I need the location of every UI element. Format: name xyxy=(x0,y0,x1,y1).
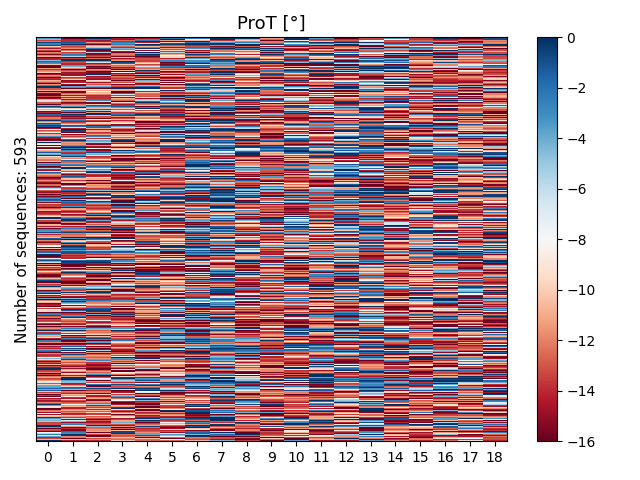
Title: ProT [°]: ProT [°] xyxy=(237,15,306,33)
Y-axis label: Number of sequences: 593: Number of sequences: 593 xyxy=(15,136,30,343)
